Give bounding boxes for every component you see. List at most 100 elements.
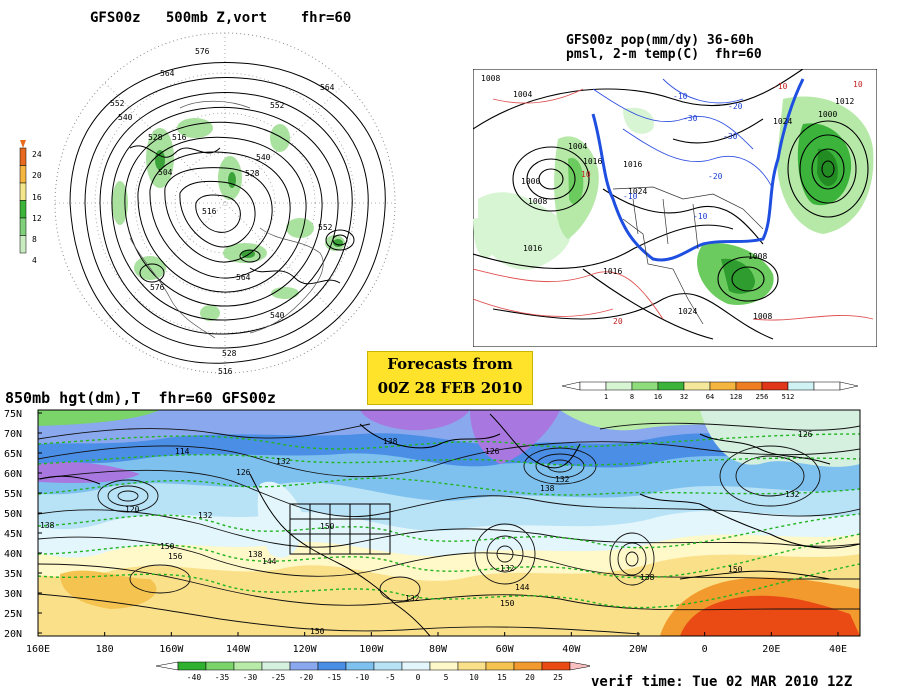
pop-tick: 8 — [630, 393, 634, 401]
height-label: 144 — [262, 557, 277, 566]
colorbar-right-arrow — [569, 661, 590, 671]
colorbar-swatch — [709, 381, 737, 391]
vort-tick: 8 — [32, 235, 37, 244]
panel-pop-title-2: pmsl, 2-m temp(C) fhr=60 — [566, 47, 762, 62]
height-label: 120 — [125, 505, 140, 514]
pressure-label: 1008 — [481, 74, 500, 83]
vort-tick: 12 — [32, 214, 42, 223]
pressure-label: 1008 — [528, 197, 547, 206]
temp-contours-cold — [592, 78, 774, 190]
pressure-labels: 1008 1004 1012 1000 1016 1024 1016 1024 … — [481, 74, 854, 321]
colorbar-swatch — [605, 381, 633, 391]
temp-tick: -20 — [299, 673, 314, 682]
longitude-label: 40W — [562, 644, 581, 655]
colorbar-swatch — [579, 381, 607, 391]
latitude-label: 55N — [4, 489, 22, 500]
pop-colorbar-ticks: 1 8 16 32 64 128 256 512 — [604, 393, 794, 401]
pressure-label: 1004 — [513, 90, 532, 99]
colorbar-swatch — [657, 381, 685, 391]
latitude-label: 70N — [4, 429, 22, 440]
contour-label: 528 — [245, 169, 260, 178]
panel-850mb-map: 114 126 120 132 138 150 156 144 138 132 … — [4, 409, 861, 655]
colorbar-left-arrow — [561, 381, 581, 391]
colorbar-swatch — [19, 217, 27, 236]
height-label: 150 — [320, 522, 335, 531]
colorbar-swatch — [19, 200, 27, 219]
pressure-label: 1008 — [753, 312, 772, 321]
contour-label: 564 — [236, 273, 251, 282]
contour-label: 576 — [195, 47, 210, 56]
height-contours — [38, 422, 860, 635]
temp-colorbar-swatches — [155, 661, 590, 671]
forecast-init-line1: Forecasts from — [387, 355, 513, 373]
coastlines — [612, 186, 764, 325]
temp-tick: -5 — [385, 673, 395, 682]
contour-label: 528 — [148, 133, 163, 142]
contour-label: 564 — [320, 83, 335, 92]
temp-label: -20 — [728, 102, 743, 111]
temp-labels: -10 -20 -30 -10 -20 -30 -10 — [623, 92, 743, 221]
latitude-label: 60N — [4, 469, 22, 480]
latitude-label: 65N — [4, 449, 22, 460]
height-label: 132 — [198, 511, 213, 520]
longitude-label: 160W — [159, 644, 184, 655]
temp-label: 10 — [853, 80, 863, 89]
pop-colorbar: 1 8 16 32 64 128 256 512 — [561, 381, 859, 401]
forecast-init-line2: 00Z 28 FEB 2010 — [377, 379, 523, 397]
temp-label: 20 — [613, 317, 623, 326]
panel-500mb-map: 576 564 552 540 528 516 504 516 528 540 … — [54, 32, 396, 376]
pressure-label: 1024 — [628, 187, 647, 196]
longitude-label: 20E — [762, 644, 780, 655]
axis-ticks — [37, 412, 839, 636]
colorbar-swatch — [631, 381, 659, 391]
colorbar-swatch — [541, 661, 571, 671]
latitude-label: 40N — [4, 549, 22, 560]
longitude-label: 120W — [293, 644, 318, 655]
temp-label: -10 — [773, 82, 788, 91]
temp-tick: 20 — [525, 673, 535, 682]
pop-tick: 32 — [680, 393, 688, 401]
height-label: 150 — [728, 565, 743, 574]
colorbar-swatch — [485, 661, 515, 671]
pressure-label: 1008 — [748, 252, 767, 261]
pop-colorbar-swatches — [561, 381, 859, 391]
temp-label: -10 — [623, 192, 638, 201]
colorbar-swatch — [19, 147, 27, 166]
pop-tick: 1 — [604, 393, 608, 401]
latitude-label: 25N — [4, 609, 22, 620]
height-label: 150 — [310, 627, 325, 636]
height-label: 144 — [515, 583, 530, 592]
pop-tick: 16 — [654, 393, 662, 401]
temp-tick: 25 — [553, 673, 563, 682]
temp-label: 10 — [581, 170, 591, 179]
vort-tick: 4 — [32, 256, 37, 265]
colorbar-swatch — [19, 165, 27, 184]
height-label: 126 — [798, 430, 813, 439]
contour-label: 540 — [118, 113, 133, 122]
colorbar-swatch — [373, 661, 403, 671]
vort-tick: 20 — [32, 171, 42, 180]
vort-colorbar-swatches — [19, 147, 27, 254]
height-label: 156 — [168, 552, 183, 561]
coastlines — [129, 100, 324, 339]
temp-label: -10 — [693, 212, 708, 221]
height-label: 138 — [540, 484, 555, 493]
longitude-label: 20W — [629, 644, 648, 655]
latitude-label: 35N — [4, 569, 22, 580]
temp-label: -10 — [673, 92, 688, 101]
height-labels: 114 126 120 132 138 150 156 144 138 132 … — [40, 430, 813, 636]
colorbar-right-arrow — [839, 381, 859, 391]
height-label: 126 — [236, 468, 251, 477]
contour-label: 552 — [110, 99, 125, 108]
height-label: 132 — [405, 594, 420, 603]
longitude-label: 0 — [702, 644, 708, 655]
colorbar-swatch — [683, 381, 711, 391]
contour-label: 552 — [270, 101, 285, 110]
colorbar-swatch — [401, 661, 431, 671]
temp-label: -30 — [723, 132, 738, 141]
contour-labels: 576 564 552 540 528 516 504 516 528 540 … — [110, 47, 335, 376]
latitude-label: 30N — [4, 589, 22, 600]
colorbar-left-arrow — [155, 661, 179, 671]
longitude-label: 160E — [26, 644, 50, 655]
height-contours — [69, 61, 386, 364]
